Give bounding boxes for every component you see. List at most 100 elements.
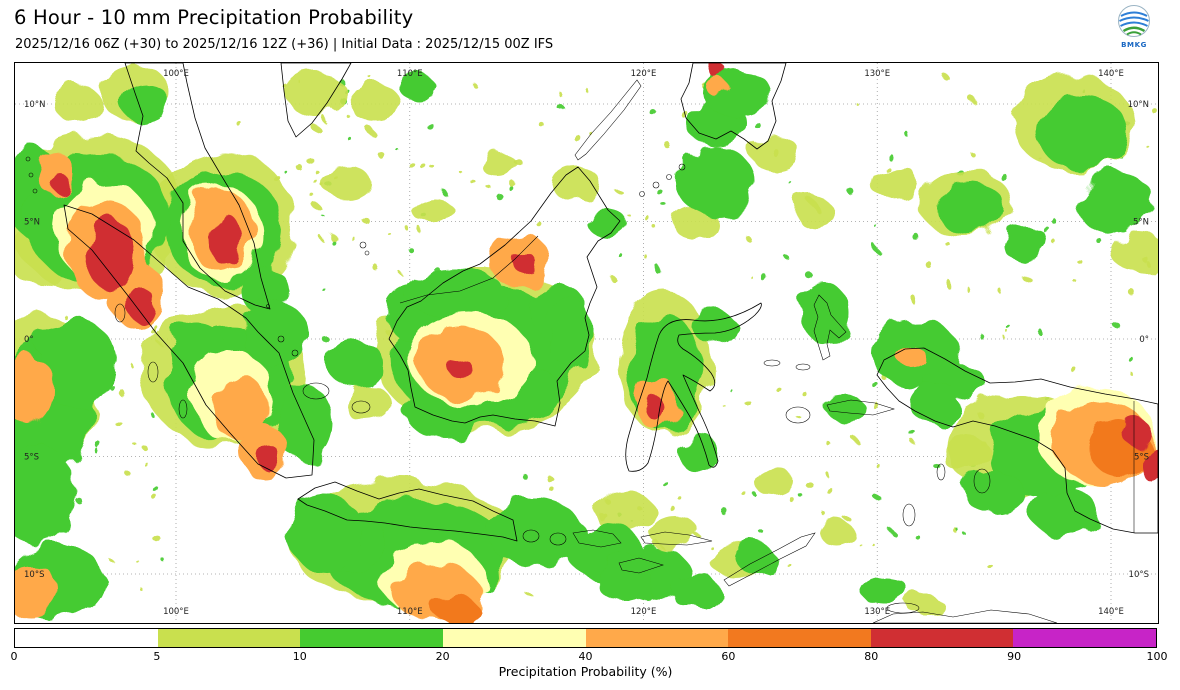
precip-speck (151, 329, 158, 335)
coastline-tanimbar-islands (902, 503, 916, 527)
precip-speck (1076, 282, 1080, 287)
precip-speck (963, 532, 967, 536)
map-area: 100°E 100°E 110°E 110°E 120°E 120°E 130°E 130°E… (14, 62, 1159, 624)
precip-speck (320, 115, 326, 121)
lon-label-bottom: 130°E (864, 607, 890, 617)
precip-speck (880, 468, 885, 473)
lat-label-right: 5°N (1133, 218, 1149, 228)
precip-blob (710, 63, 726, 79)
precip-speck (1071, 367, 1078, 374)
precip-speck (978, 333, 984, 338)
coastline-flores (640, 531, 713, 546)
precip-blob (285, 71, 345, 115)
precip-blob (751, 135, 799, 171)
precip-speck (822, 483, 830, 491)
precip-speck (321, 287, 325, 291)
precip-blob (327, 339, 383, 387)
colorbar-segment (157, 629, 301, 647)
precip-speck (119, 390, 127, 398)
precip-speck (305, 156, 313, 164)
precip-speck (344, 112, 348, 116)
precip-speck (94, 449, 100, 455)
precip-speck (944, 241, 950, 246)
coastline-borneo (388, 166, 621, 427)
lat-label-left: 0° (24, 335, 34, 345)
coastline-nicobar-islands (28, 172, 34, 178)
precip-speck (557, 104, 565, 111)
coastline-indochina (280, 63, 352, 138)
coastline-seram (826, 399, 895, 416)
precip-speck (945, 280, 953, 288)
precip-speck (724, 406, 727, 409)
precip-speck (321, 334, 328, 342)
precip-speck (522, 474, 529, 480)
precip-speck (129, 363, 133, 367)
precip-speck (1096, 238, 1103, 244)
precip-speck (524, 589, 529, 594)
colorbar-segment (870, 629, 1014, 647)
colorbar-segment (300, 629, 443, 647)
precip-speck (720, 507, 728, 515)
colorbar-tick: 10 (292, 650, 307, 663)
precip-speck (419, 229, 425, 236)
precip-speck (996, 287, 1002, 293)
precip-speck (851, 192, 859, 200)
precip-blob (210, 214, 242, 266)
lon-label-top: 120°E (631, 69, 657, 79)
coastline-palawan (574, 79, 642, 161)
precip-blob (15, 356, 55, 426)
map-labels-layer: 100°E 100°E 110°E 110°E 120°E 120°E 130°E 130°E… (24, 69, 1149, 617)
coastline-natuna-islands (359, 241, 367, 249)
precip-speck (487, 185, 492, 190)
precip-blob (213, 376, 269, 442)
colorbar-tick: 0 (10, 650, 18, 663)
coastline-pagai-island (178, 399, 188, 419)
precip-blob (399, 74, 435, 100)
precip-speck (910, 430, 917, 438)
lat-label-left: 10°S (24, 570, 44, 580)
lon-label-top: 130°E (864, 69, 890, 79)
lon-label-top: 100°E (163, 69, 189, 79)
precip-blob (1038, 95, 1128, 171)
lat-label-right: 10°S (1129, 570, 1149, 580)
precip-speck (150, 484, 157, 491)
precip-speck (112, 417, 119, 424)
precip-speck (510, 187, 516, 193)
precip-blob (35, 318, 115, 408)
precip-speck (678, 496, 683, 501)
precip-blob (755, 469, 795, 497)
precip-blob (1001, 226, 1049, 260)
precip-speck (649, 109, 656, 116)
colorbar-segment (1013, 629, 1156, 647)
coastline-aru-islands (973, 468, 991, 494)
coastline-nias-island (114, 303, 126, 323)
precip-speck (791, 499, 797, 505)
precip-speck (1127, 288, 1135, 295)
coastline-bangka-island (302, 382, 330, 400)
precip-speck (792, 184, 796, 188)
precip-blob (450, 356, 470, 380)
precip-blob (546, 299, 594, 367)
precip-blob (1075, 173, 1155, 233)
precip-speck (909, 137, 915, 142)
precip-speck (346, 135, 351, 139)
precip-blob (15, 565, 60, 617)
precip-speck (160, 557, 164, 561)
precip-speck (820, 510, 825, 515)
precip-blob (795, 199, 835, 227)
precip-speck (572, 133, 580, 140)
precip-speck (417, 160, 424, 167)
precip-speck (536, 221, 542, 227)
precip-speck (786, 562, 791, 567)
precip-speck (646, 257, 650, 261)
precip-speck (969, 290, 974, 296)
coastline-sumatra (63, 204, 315, 479)
precip-speck (872, 492, 879, 499)
precip-blob (277, 385, 333, 461)
coastline-bali (522, 529, 540, 543)
lon-label-bottom: 120°E (631, 607, 657, 617)
precip-blob (487, 499, 583, 567)
lat-label-left: 5°S (24, 453, 39, 463)
forecast-period-subtitle: 2025/12/16 06Z (+30) to 2025/12/16 12Z (… (15, 37, 554, 52)
precip-speck (96, 442, 103, 450)
